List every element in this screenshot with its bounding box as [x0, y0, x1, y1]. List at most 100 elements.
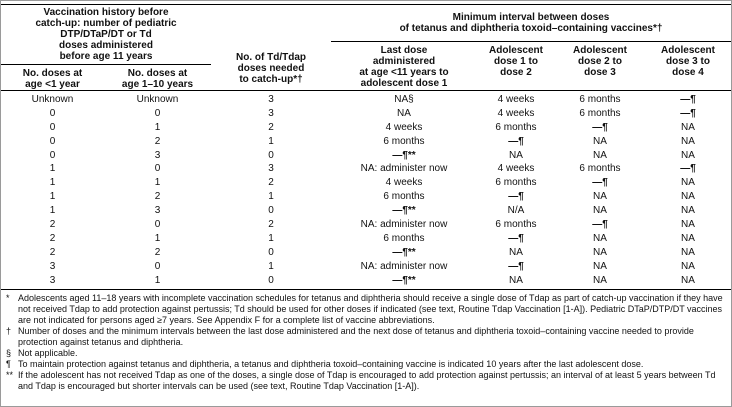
footnote: * Adolescents aged 11–18 years with incom…: [6, 293, 727, 326]
table-row: 1 0 3 NA: administer now 4 weeks 6 months —¶: [1, 162, 731, 176]
table-cell: 1: [154, 232, 161, 244]
table-cell: 4 weeks: [497, 163, 535, 175]
table-cell: 1: [49, 163, 56, 175]
table-row: 1 1 2 4 weeks 6 months —¶ NA: [1, 176, 731, 190]
table-row: 0 1 2 4 weeks 6 months —¶ NA: [1, 121, 731, 135]
table-cell: 2: [154, 246, 161, 258]
table-row: 3 0 1 NA: administer now —¶ NA NA: [1, 260, 731, 274]
table-cell: 3: [268, 163, 274, 175]
table-cell: 6 months: [579, 163, 621, 175]
table-body: Unknown Unknown 3 NA§ 4 weeks 6 months —¶ 0 0 3 NA…: [1, 91, 731, 291]
footnote: § Not applicable.: [6, 348, 727, 359]
table-cell: 2: [154, 135, 161, 147]
table-header: Vaccination history before catch-up: num…: [1, 4, 731, 91]
table-cell: —¶**: [392, 246, 416, 258]
table-cell: 0: [154, 163, 161, 175]
col-header-td-tdap-doses-needed: No. of Td/Tdap doses needed to catch-up*…: [236, 52, 306, 85]
footnote-symbol: **: [6, 370, 14, 381]
table-cell: NA: [681, 135, 695, 147]
table-cell: NA: [509, 246, 523, 258]
footnote-symbol: †: [6, 326, 12, 337]
table-cell: —¶: [508, 260, 524, 272]
table-cell: 1: [154, 121, 161, 133]
table-cell: —¶: [680, 94, 696, 105]
left-group-title: Vaccination history before catch-up: num…: [35, 7, 177, 62]
table-cell: 1: [268, 191, 274, 203]
table-cell: 4 weeks: [385, 121, 423, 133]
table-cell: NA: [509, 274, 523, 286]
table-cell: 1: [268, 135, 274, 147]
table-cell: 0: [49, 135, 56, 147]
table-cell: 0: [49, 121, 56, 133]
table-cell: 3: [154, 205, 161, 217]
table-cell: 0: [154, 107, 161, 119]
table-cell: NA: [681, 191, 695, 203]
table-cell: NA§: [394, 94, 414, 105]
table-cell: NA: [681, 177, 695, 189]
table-row: 1 3 0 —¶** N/A NA NA: [1, 204, 731, 218]
col-header-dose2-to-dose3: Adolescent dose 2 to dose 3: [573, 45, 627, 78]
footnote-text: If the adolescent has not received Tdap …: [18, 370, 716, 392]
table-cell: 3: [49, 260, 56, 272]
footnote-text: Not applicable.: [18, 348, 78, 359]
table-cell: —¶**: [392, 149, 416, 161]
table-cell: NA: [397, 107, 411, 119]
table-cell: 6 months: [495, 177, 537, 189]
table-cell: NA: [593, 149, 607, 161]
table-cell: NA: [509, 149, 523, 161]
table-cell: —¶: [680, 163, 696, 175]
table-cell: 1: [268, 260, 274, 272]
table-cell: 0: [268, 149, 274, 161]
table-cell: 6 months: [383, 191, 425, 203]
footnote-text: To maintain protection against tetanus a…: [18, 359, 644, 370]
table-cell: 6 months: [495, 121, 537, 133]
footnote: † Number of doses and the minimum interva…: [6, 326, 727, 348]
table-cell: NA: administer now: [360, 219, 448, 231]
footnote: ¶ To maintain protection against tetanus …: [6, 359, 727, 370]
table-cell: NA: [681, 260, 695, 272]
table-cell: 2: [268, 219, 274, 231]
table-cell: 6 months: [495, 219, 537, 231]
table-cell: 0: [154, 260, 161, 272]
table-cell: 6 months: [383, 135, 425, 147]
table-cell: 1: [268, 232, 274, 244]
table-cell: —¶: [592, 219, 608, 231]
table-cell: 2: [154, 191, 161, 203]
table-cell: NA: [593, 246, 607, 258]
table-cell: NA: [593, 260, 607, 272]
col-header-dose3-to-dose4: Adolescent dose 3 to dose 4: [661, 45, 715, 78]
table-cell: NA: [593, 205, 607, 217]
table-cell: 6 months: [579, 94, 621, 105]
footnote-symbol: *: [6, 293, 10, 304]
table-cell: 0: [49, 107, 56, 119]
table-row: 0 0 3 NA 4 weeks 6 months —¶: [1, 107, 731, 121]
table-cell: NA: administer now: [360, 163, 448, 175]
col-header-dose1-to-dose2: Adolescent dose 1 to dose 2: [489, 45, 543, 78]
table-row: Unknown Unknown 3 NA§ 4 weeks 6 months —¶: [1, 93, 731, 107]
table-cell: 0: [268, 274, 274, 286]
table-row: 2 1 1 6 months —¶ NA NA: [1, 232, 731, 246]
table-cell: Unknown: [136, 94, 179, 105]
table-cell: —¶: [508, 191, 524, 203]
table-cell: 2: [268, 177, 274, 189]
right-group-title: Minimum interval between doses of tetanu…: [399, 12, 663, 34]
table-cell: 1: [154, 177, 161, 189]
table-cell: 6 months: [383, 232, 425, 244]
table-cell: NA: [593, 232, 607, 244]
table-cell: —¶: [508, 232, 524, 244]
table-cell: 2: [49, 219, 56, 231]
table-cell: 3: [49, 274, 56, 286]
table-cell: Unknown: [31, 94, 74, 105]
table-row: 1 2 1 6 months —¶ NA NA: [1, 190, 731, 204]
table-cell: NA: [593, 274, 607, 286]
left-subheader-row: No. doses at age <1 year No. doses at ag…: [1, 65, 211, 90]
table-cell: NA: [681, 274, 695, 286]
table-cell: 3: [154, 149, 161, 161]
table-cell: 3: [268, 107, 274, 119]
table-cell: 2: [49, 232, 56, 244]
footnote-text: Adolescents aged 11–18 years with incomp…: [18, 293, 723, 326]
table-cell: NA: [681, 232, 695, 244]
right-subheader-row: Last dose administered at age <11 years …: [331, 42, 731, 90]
table-cell: —¶: [592, 121, 608, 133]
